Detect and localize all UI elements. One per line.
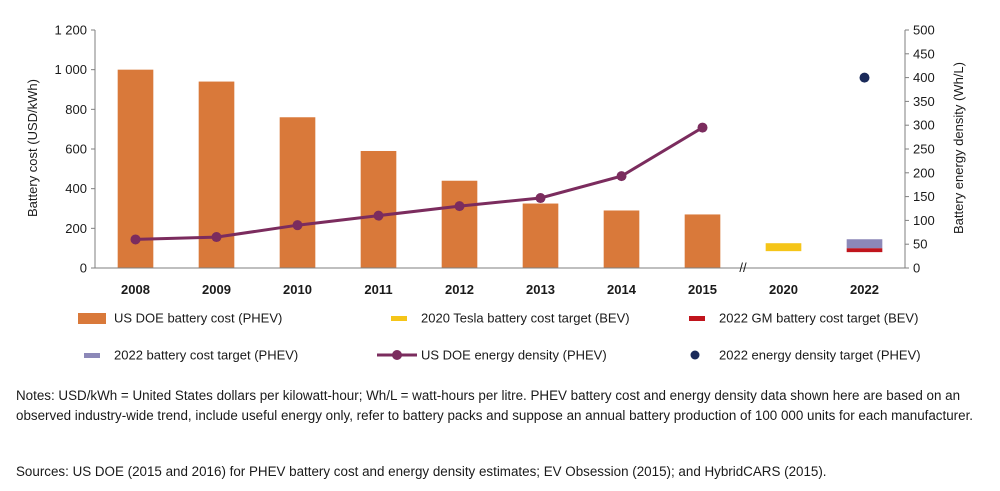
energy-density-line xyxy=(130,72,870,245)
legend-label: 2020 Tesla battery cost target (BEV) xyxy=(421,311,630,326)
cost-bars xyxy=(117,69,721,269)
y2-tick-label: 100 xyxy=(913,213,935,228)
cost-bar-2015 xyxy=(684,214,721,268)
target-band-0 xyxy=(765,243,802,252)
x-tick-label: 2014 xyxy=(607,282,637,297)
legend-label: 2022 energy density target (PHEV) xyxy=(719,348,921,363)
sources-text: Sources: US DOE (2015 and 2016) for PHEV… xyxy=(16,464,827,479)
x-tick-label: 2012 xyxy=(445,282,474,297)
y2-tick-label: 0 xyxy=(913,261,920,276)
y-axis-label: Battery cost (USD/kWh) xyxy=(25,79,40,217)
notes-text: Notes: USD/kWh = United States dollars p… xyxy=(16,388,974,423)
cost-bar-2012 xyxy=(441,180,478,268)
battery-cost-chart: 0 200 400 600 800 1 000 1 200 0 50 100 150 200 250 30… xyxy=(25,23,966,363)
y2-axis-label: Battery energy density (Wh/L) xyxy=(951,62,966,234)
density-point-0 xyxy=(130,234,141,245)
cost-bar-2011 xyxy=(360,150,397,268)
y-tick-label: 1 200 xyxy=(54,23,87,38)
legend-swatch xyxy=(391,316,407,321)
x-tick-label: 2015 xyxy=(688,282,717,297)
x-tick-label: 2020 xyxy=(769,282,798,297)
density-point-7 xyxy=(697,122,708,133)
x-tick-label: 2011 xyxy=(364,282,392,297)
density-point-4 xyxy=(454,201,465,212)
axes xyxy=(91,29,909,269)
y-tick-label: 0 xyxy=(80,261,87,276)
y2-tick-label: 350 xyxy=(913,94,935,109)
x-tick-label: 2013 xyxy=(526,282,555,297)
density-point-1 xyxy=(211,232,222,243)
legend-label: US DOE energy density (PHEV) xyxy=(421,348,607,363)
legend-item-3: 2022 battery cost target (PHEV) xyxy=(84,348,298,363)
legend-item-2: 2022 GM battery cost target (BEV) xyxy=(689,311,918,326)
legend-label: 2022 battery cost target (PHEV) xyxy=(114,348,298,363)
density-line-path xyxy=(135,126,704,241)
y2-tick-label: 150 xyxy=(913,189,935,204)
legend-swatch xyxy=(78,313,106,324)
legend-item-0: US DOE battery cost (PHEV) xyxy=(78,311,282,326)
category-labels: 2008 2009 2010 2011 2012 2013 2014 2015 2020 2022 xyxy=(121,282,879,297)
y-tick-label: 800 xyxy=(65,102,87,117)
y2-tick-label: 200 xyxy=(913,165,935,180)
legend-swatch xyxy=(689,316,705,321)
x-tick-label: 2009 xyxy=(202,282,231,297)
target-bands xyxy=(765,239,883,253)
legend-item-4: US DOE energy density (PHEV) xyxy=(377,348,607,363)
y2-tick-label: 500 xyxy=(913,23,935,38)
density-point-2 xyxy=(292,220,303,231)
y2-tick-label: 450 xyxy=(913,46,935,61)
density-target-point xyxy=(859,72,870,83)
legend: US DOE battery cost (PHEV) 2020 Tesla bat… xyxy=(78,311,921,363)
y2-tick-label: 250 xyxy=(913,142,935,157)
y2-tick-label: 50 xyxy=(913,237,927,252)
cost-bar-2010 xyxy=(279,117,316,269)
legend-swatch xyxy=(690,350,700,360)
cost-bar-2014 xyxy=(603,210,640,268)
target-band-2 xyxy=(846,239,883,249)
y2-tick-label: 300 xyxy=(913,118,935,133)
y-tick-label: 600 xyxy=(65,142,87,157)
density-point-5 xyxy=(535,193,546,204)
axis-break: // xyxy=(739,260,747,275)
y2-tick-label: 400 xyxy=(913,70,935,85)
y-tick-label: 1 000 xyxy=(54,62,87,77)
density-point-6 xyxy=(616,171,627,182)
y-tick-label: 400 xyxy=(65,181,87,196)
legend-swatch xyxy=(84,353,100,358)
target-band-1 xyxy=(846,248,883,253)
legend-item-1: 2020 Tesla battery cost target (BEV) xyxy=(391,311,630,326)
legend-label: US DOE battery cost (PHEV) xyxy=(114,311,282,326)
legend-item-5: 2022 energy density target (PHEV) xyxy=(690,348,921,363)
y-tick-label: 200 xyxy=(65,221,87,236)
density-point-3 xyxy=(373,210,384,221)
x-tick-label: 2022 xyxy=(850,282,879,297)
legend-label: 2022 GM battery cost target (BEV) xyxy=(719,311,918,326)
x-tick-label: 2008 xyxy=(121,282,150,297)
x-tick-label: 2010 xyxy=(283,282,312,297)
axis-labels: Battery cost (USD/kWh) Battery energy de… xyxy=(25,62,966,275)
tick-labels: 0 200 400 600 800 1 000 1 200 0 50 100 150 200 250 30… xyxy=(54,23,934,276)
cost-bar-2013 xyxy=(522,203,559,268)
legend-swatch-marker xyxy=(392,350,402,360)
